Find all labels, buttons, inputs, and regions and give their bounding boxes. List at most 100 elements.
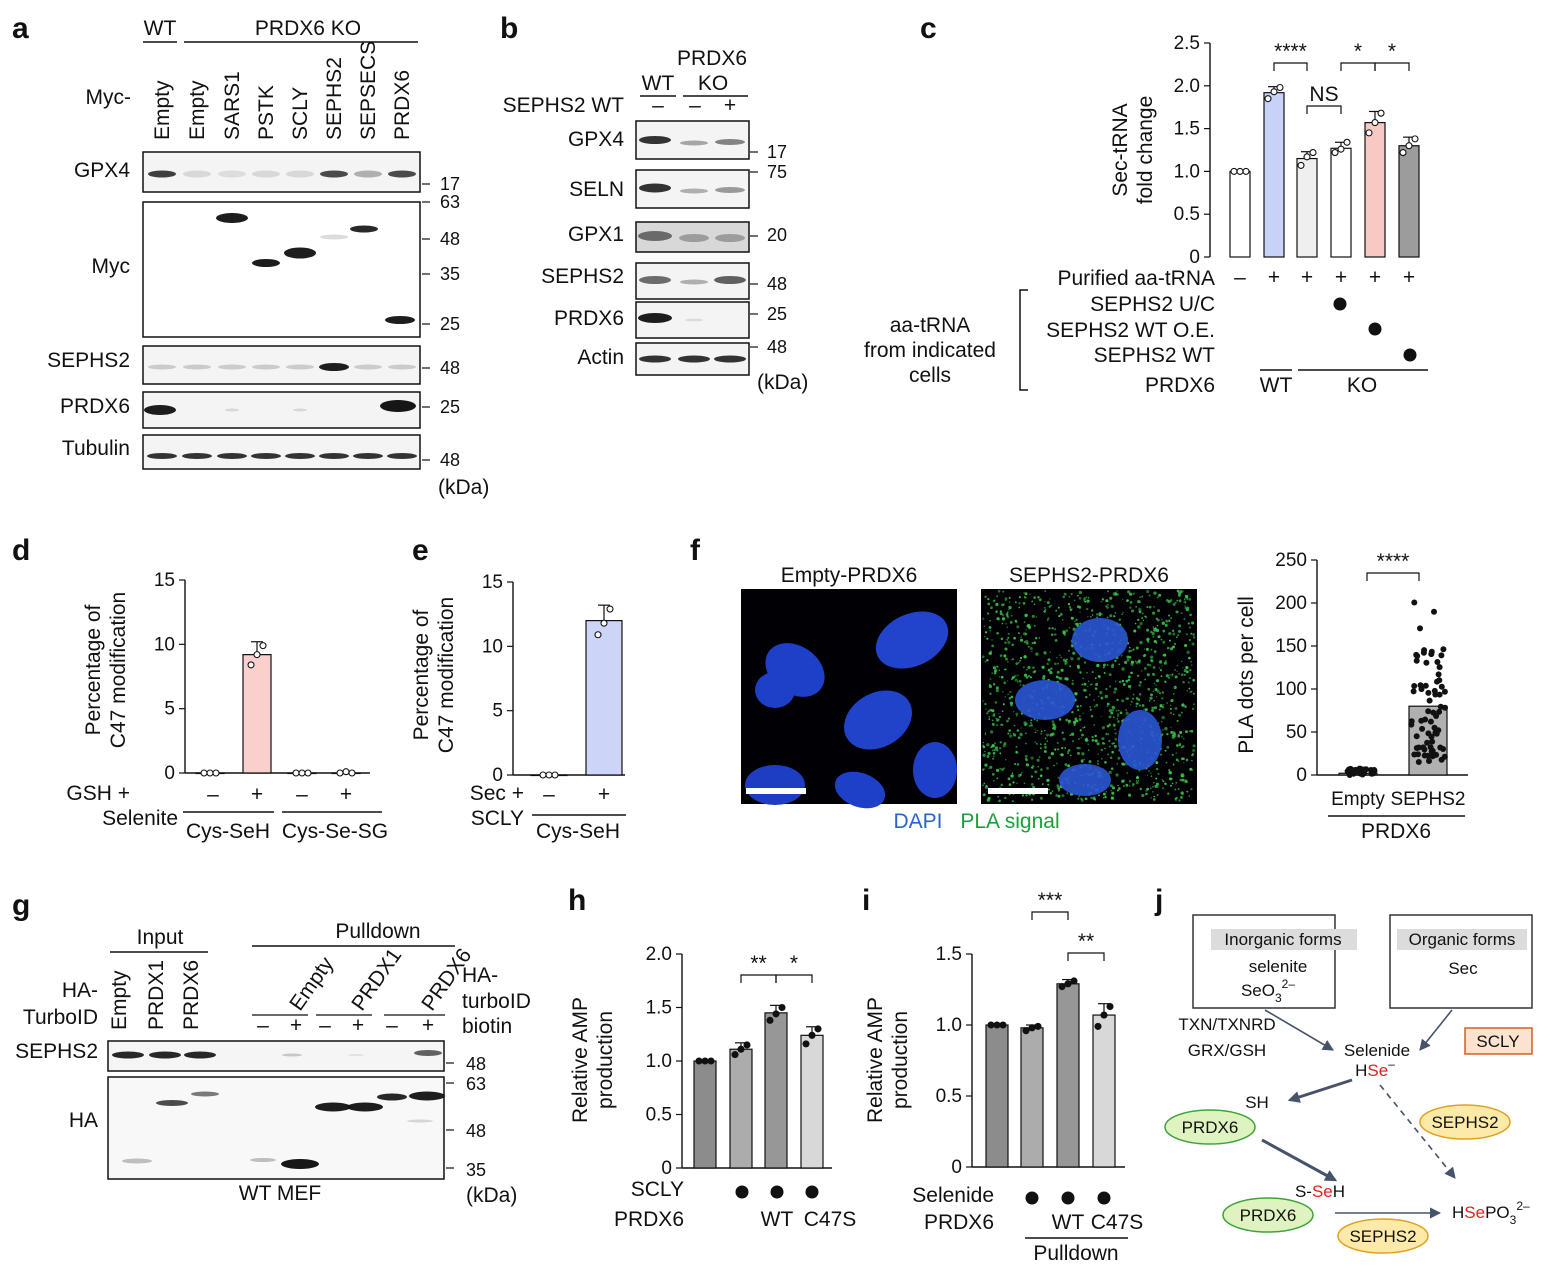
panel-f-cat-2: SEPHS2 — [1391, 789, 1466, 810]
panel-j-sseh: S-SeH — [1295, 1182, 1345, 1201]
panel-c-sign-5: + — [1403, 266, 1415, 289]
panel-a-sephs2-band-0 — [148, 364, 176, 370]
panel-a-gpx4-band-0 — [148, 170, 176, 178]
panel-i-point-0-0 — [987, 1021, 995, 1029]
panel-d-point-0-0 — [200, 769, 208, 777]
panel-f-chart: 0 50 100 150 200 250 **** — [1275, 550, 1468, 786]
panel-e-ylabel-1: Percentage of — [410, 609, 433, 740]
panel-f: f Empty-PRDX6 SEPHS2-PRDX6 DAPI PLA sign… — [690, 534, 1468, 843]
panel-i-bar-1 — [1020, 1027, 1044, 1168]
panel-f-point-sephs2-20 — [1411, 751, 1418, 758]
panel-c-sig-3: * — [1388, 40, 1396, 63]
panel-a-lane-4: SCLY — [289, 87, 312, 140]
panel-c-dot-oe — [1368, 322, 1382, 336]
panel-i-point-1-0 — [1022, 1027, 1030, 1035]
panel-i-pulldown: Pulldown — [1033, 1242, 1118, 1265]
panel-f-image-sephs2 — [981, 589, 1197, 804]
panel-b-mw-2: 20 — [767, 225, 787, 245]
panel-a-prdx6-band-2 — [225, 408, 239, 412]
panel-c-ytick-1: 0.5 — [1174, 204, 1200, 225]
panel-e-ytick-2: 10 — [482, 636, 503, 657]
panel-a-mw-6: 25 — [440, 397, 460, 417]
panel-a-gpx4-band-1 — [183, 170, 211, 178]
panel-e-letter: e — [412, 534, 429, 567]
panel-f-point-sephs2-45 — [1431, 608, 1437, 615]
panel-a-blot-label-4: Tubulin — [62, 437, 130, 460]
panel-h: h Relative AMP production 0 0.5 1.0 1.5 2.0 *… — [568, 884, 856, 1231]
panel-f-point-sephs2-57 — [1408, 721, 1415, 728]
panel-a-tubulin-band-0 — [147, 453, 177, 459]
panel-f-point-sephs2-36 — [1430, 709, 1437, 716]
panel-g-blots — [107, 1040, 445, 1180]
panel-f-point-sephs2-69 — [1426, 697, 1433, 704]
panel-b-blot-label-5: Actin — [577, 346, 624, 369]
panel-c-point-2-1 — [1303, 153, 1311, 161]
panel-a-lane-1: Empty — [186, 80, 209, 140]
panel-a-tubulin-band-3 — [251, 453, 281, 459]
panel-b-blot-label-2: GPX1 — [568, 223, 624, 246]
panel-e-ytick-3: 15 — [482, 572, 503, 593]
panel-j-prdx6-1 — [1164, 1109, 1256, 1145]
panel-f-point-sephs2-38 — [1425, 708, 1432, 715]
panel-g: g Input Pulldown HA- TurboID HA- turboID… — [12, 889, 531, 1207]
panel-h-ytick-2: 1.0 — [646, 1051, 672, 1072]
panel-b-blot-label-1: SELN — [569, 178, 624, 201]
panel-j-inorganic-header-bg — [1211, 929, 1357, 950]
panel-c-point-3-2 — [1343, 138, 1351, 146]
panel-b-sephs2-2 — [680, 279, 708, 285]
panel-c-bar-1 — [1263, 92, 1285, 258]
panel-a-gpx4-band-3 — [252, 170, 280, 178]
panel-f-pla: PLA signal — [960, 810, 1059, 833]
panel-h-chart: 00.51.01.52.0 ** * — [646, 944, 832, 1179]
panel-i-wt: WT — [1052, 1211, 1085, 1234]
panel-h-point-2-1 — [772, 1010, 780, 1018]
panel-f-ytick-4: 200 — [1275, 593, 1307, 614]
panel-i-bar-2 — [1056, 983, 1080, 1168]
panel-a-blot-label-0: GPX4 — [74, 159, 130, 182]
panel-a-myc-band-sephs2 — [320, 234, 348, 240]
panel-b-mw-4: 25 — [767, 304, 787, 324]
panel-f-cat-1: Empty — [1331, 789, 1385, 810]
panel-a-mw-4: 25 — [440, 314, 460, 334]
panel-g-sephs2-5 — [282, 1053, 302, 1057]
panel-d-row-1: GSH + — [66, 782, 130, 805]
panel-f-point-sephs2-2 — [1419, 725, 1426, 732]
panel-f-point-sephs2-1 — [1415, 759, 1422, 765]
panel-c-sign-2: + — [1301, 266, 1313, 289]
panel-a-blot-1 — [142, 201, 421, 338]
panel-e-point-0-1 — [545, 771, 553, 779]
panel-f-point-sephs2-22 — [1410, 688, 1417, 695]
panel-j-sh: SH — [1245, 1093, 1269, 1112]
panel-g-ha-5 — [315, 1102, 351, 1112]
panel-d-point-2-0 — [292, 769, 300, 777]
panel-e-row-1: Sec + — [470, 782, 524, 805]
panel-a-sephs2-band-2 — [218, 364, 246, 370]
panel-b-gpx1-3 — [715, 234, 745, 242]
panel-g-lane-0: Empty — [108, 970, 131, 1030]
panel-j-seo3: SeO32– — [1241, 977, 1295, 1005]
panel-c-row-prdx6: PRDX6 — [1145, 374, 1215, 397]
panel-g-letter: g — [12, 889, 30, 922]
panel-c-sig-1: NS — [1309, 83, 1338, 106]
panel-f-ylabel: PLA dots per cell — [1235, 596, 1258, 754]
panel-c-ytick-3: 1.5 — [1174, 119, 1200, 140]
panel-f-point-sephs2-34 — [1418, 686, 1425, 693]
panel-b-gpx1-2 — [679, 234, 709, 242]
panel-b-seln-3 — [715, 187, 745, 193]
panel-a-mw-0: 17 — [440, 174, 460, 194]
panel-g-lane-4: PRDX1 — [347, 944, 406, 1015]
panel-h-ylabel-1: Relative AMP — [569, 997, 592, 1123]
panel-e-row-2: SCLY — [471, 807, 524, 830]
panel-j-sephs2-label-1: SEPHS2 — [1431, 1113, 1498, 1132]
panel-i-bar-3 — [1092, 1014, 1116, 1168]
panel-h-row-1: SCLY — [631, 1178, 684, 1201]
panel-g-blot-labels: SEPHS2 HA — [15, 1040, 98, 1132]
panel-h-point-0-0 — [695, 1057, 703, 1065]
panel-a-sephs2-band-1 — [183, 364, 211, 370]
panel-g-input: Input — [137, 926, 184, 949]
panel-h-row-2: PRDX6 — [614, 1208, 684, 1231]
panel-a-tubulin-band-6 — [353, 453, 383, 459]
panel-b-blot-label-3: SEPHS2 — [541, 265, 624, 288]
panel-b-seln-1 — [639, 183, 671, 193]
